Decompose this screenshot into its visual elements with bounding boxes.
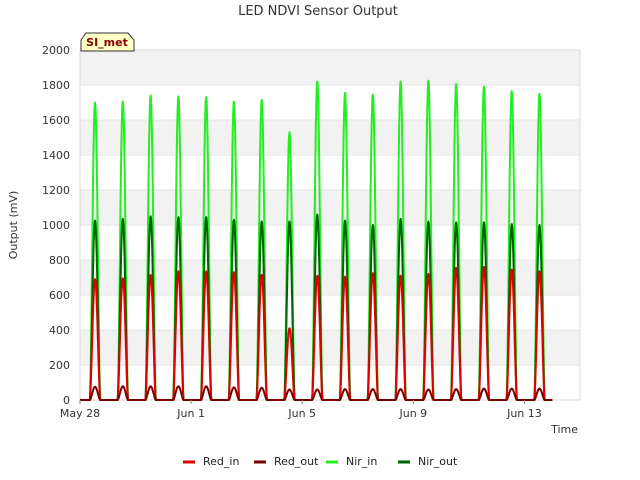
- plot-band: [80, 50, 580, 85]
- badge-label: SI_met: [86, 36, 128, 49]
- chart-title: LED NDVI Sensor Output: [238, 4, 398, 19]
- y-tick-label: 800: [49, 254, 70, 267]
- x-tick-label: Jun 5: [287, 407, 316, 420]
- x-tick-label: Jun 13: [506, 407, 542, 420]
- plot-band: [80, 225, 580, 260]
- legend-label: Nir_out: [418, 455, 458, 468]
- legend-label: Red_in: [203, 455, 239, 468]
- x-tick-label: Jun 9: [398, 407, 427, 420]
- plot-band: [80, 295, 580, 330]
- y-tick-label: 1200: [42, 184, 70, 197]
- y-axis-ticks: 0 200 400 600 800 1000 1200 1400 1600 1800 2000: [42, 44, 70, 407]
- series-line-red-out: [80, 385, 553, 401]
- plot-band: [80, 190, 580, 225]
- badge-shape: [80, 32, 135, 52]
- series-line-red-in: [80, 266, 553, 401]
- y-tick-label: 1400: [42, 149, 70, 162]
- legend: Red_in Red_out Nir_in Nir_out: [183, 455, 458, 468]
- x-axis-ticks: May 28 Jun 1 Jun 5 Jun 9 Jun 13: [60, 400, 542, 420]
- plot-band: [80, 120, 580, 155]
- y-tick-label: 200: [49, 359, 70, 372]
- y-tick-label: 600: [49, 289, 70, 302]
- y-tick-label: 1600: [42, 114, 70, 127]
- legend-label: Red_out: [274, 455, 319, 468]
- series-lines: [80, 79, 553, 401]
- y-tick-label: 0: [63, 394, 70, 407]
- plot-band: [80, 365, 580, 400]
- y-tick-label: 1000: [42, 219, 70, 232]
- site-badge: SI_met: [80, 32, 135, 52]
- plot-band: [80, 85, 580, 120]
- y-tick-label: 400: [49, 324, 70, 337]
- x-axis-label: Time: [550, 423, 578, 436]
- y-tick-label: 2000: [42, 44, 70, 57]
- x-tick-label: Jun 1: [176, 407, 205, 420]
- plot-bands: [80, 50, 580, 400]
- plot-band: [80, 155, 580, 190]
- y-tick-label: 1800: [42, 79, 70, 92]
- x-tick-label: May 28: [60, 407, 100, 420]
- plot-band: [80, 260, 580, 295]
- plot-band: [80, 330, 580, 365]
- y-axis-label: Output (mV): [7, 191, 20, 260]
- legend-label: Nir_in: [346, 455, 377, 468]
